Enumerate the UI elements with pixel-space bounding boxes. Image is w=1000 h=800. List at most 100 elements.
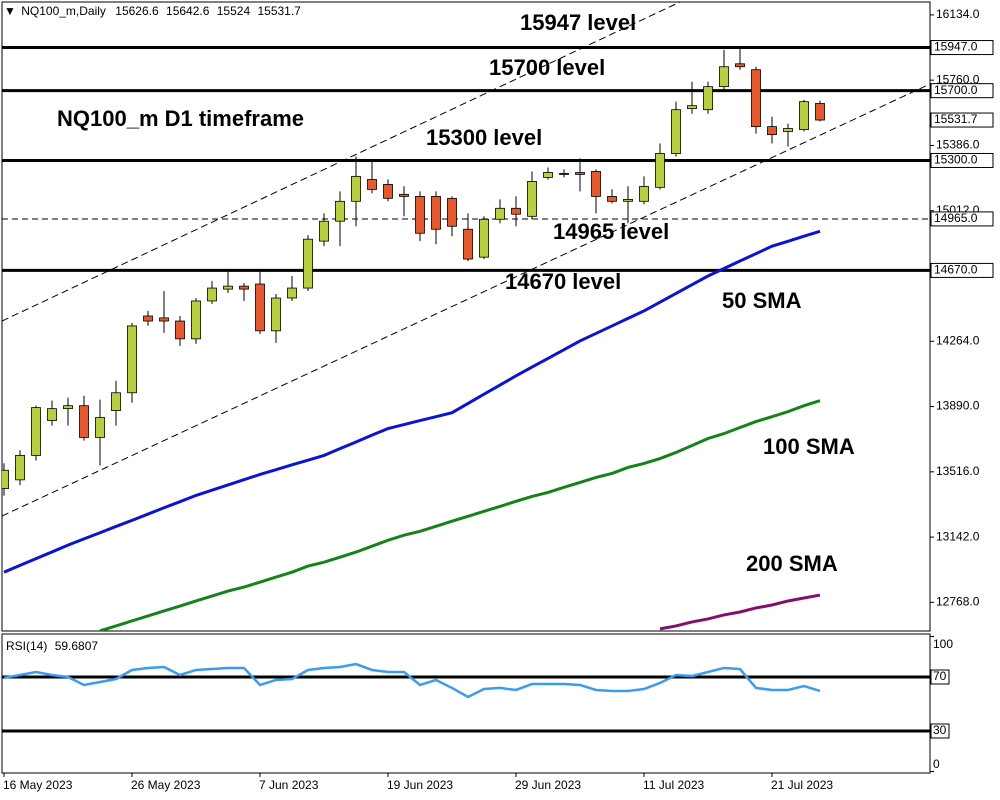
level-label-box [930,211,994,227]
candle-body [719,66,729,88]
level-annotation: 14670 level [505,269,621,294]
axes: 16134.015760.015386.015012.014264.013890… [3,7,994,792]
candle-body [447,197,457,227]
y-tick-label: 15386.0 [936,138,980,152]
y-tick-label: 100 [933,637,953,651]
candle-body [639,186,649,202]
level-label-box [930,83,994,99]
rsi-title: RSI(14) [6,639,47,653]
candle-body [543,172,553,178]
candle-body [511,207,521,215]
channel-line [2,83,930,517]
rsi-level-label: 70 [933,669,947,683]
candle-body [79,405,89,438]
sma-line [3,229,821,574]
close: 15531.7 [257,4,301,18]
candle-body [815,103,825,121]
level-label: 14670.0 [934,263,978,277]
candle-body [799,101,809,130]
y-tick-label: 13142.0 [936,529,980,543]
sma-line [99,399,821,631]
candle-body [415,196,425,234]
candle-body [191,300,201,340]
candle-body [367,179,377,190]
symbol: NQ100_m,Daily [21,4,106,18]
candle-body [527,181,537,217]
candle-body [383,183,393,199]
candle-body [783,128,793,132]
candle-body [351,175,361,202]
candle-body [207,287,217,302]
candle-body [47,408,57,421]
candle-body [431,196,441,230]
levels [2,46,930,272]
sma-label: 100 SMA [763,434,855,459]
y-tick-label: 12768.0 [936,595,980,609]
candle-body [111,392,121,411]
candle-body [239,285,249,290]
rsi-level-label: 30 [933,723,947,737]
candle-body [2,469,9,489]
rsi-header: RSI(14) 59.6807 [6,639,98,653]
level-label-box [930,40,994,56]
candle-body [623,198,633,202]
y-tick-label: 16134.0 [936,7,980,21]
candle-body [271,297,281,332]
candle-body [399,193,409,197]
x-tick-label: 16 May 2023 [3,778,73,792]
current-price-label: 15531.7 [934,112,978,126]
candle-body [463,228,473,260]
sma-label: 50 SMA [722,288,802,313]
candle-body [687,105,697,110]
low: 15524 [217,4,251,18]
candle-body [735,63,745,68]
level-annotation: 14965 level [553,219,669,244]
candle-body [303,238,313,289]
y-tick-label: 15760.0 [936,72,980,86]
candle-body [607,196,617,202]
current-price-label-box [930,112,994,128]
candle-body [495,207,505,220]
candle-body [143,315,153,322]
candle-body [63,405,73,410]
candle-body [287,287,297,299]
sma-line [659,593,821,631]
header: ▼ NQ100_m,Daily 15626.6 15642.6 15524 15… [4,4,301,18]
level-annotation: 15947 level [520,10,636,35]
candle-body [559,172,569,175]
level-label: 14965.0 [934,211,978,225]
x-tick-label: 26 May 2023 [131,778,201,792]
level-label: 15700.0 [934,83,978,97]
candle-body [159,317,169,322]
subtitle: NQ100_m D1 timeframe [57,106,304,131]
candle-body [31,407,41,456]
candle-body [255,283,265,332]
candle-body [591,171,601,197]
candle-body [127,325,137,394]
open: 15626.6 [115,4,159,18]
y-tick-label: 13516.0 [936,464,980,478]
rsi-frame [1,633,931,774]
x-tick-label: 11 Jul 2023 [643,778,704,792]
x-tick-label: 7 Jun 2023 [259,778,319,792]
level-label: 15947.0 [934,40,978,54]
x-tick-label: 21 Jul 2023 [771,778,833,792]
price-plot [2,46,825,631]
candle-body [335,200,345,222]
level-label: 15300.0 [934,153,978,167]
candle-body [15,455,25,481]
rsi-plot [2,662,930,733]
y-tick-label: 0 [933,757,940,771]
level-label-box [930,262,994,278]
collapse-icon: ▼ [4,4,16,18]
candle-body [95,417,105,438]
y-tick-label: 14264.0 [936,333,980,347]
candle-body [223,285,233,290]
candle-body [655,153,665,188]
candle-body [767,126,777,136]
main-frame [1,1,931,632]
x-tick-label: 19 Jun 2023 [387,778,453,792]
rsi-level-box [930,669,950,685]
